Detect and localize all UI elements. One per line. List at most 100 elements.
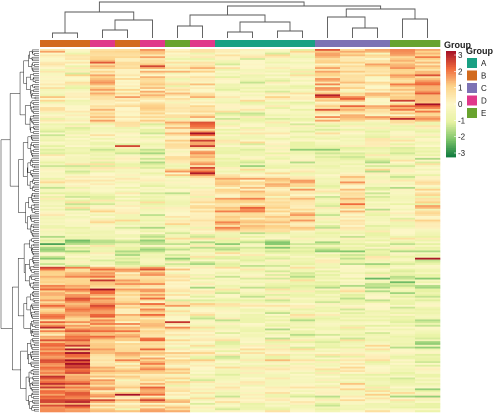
heatmap-cell bbox=[415, 363, 441, 366]
colorbar-step bbox=[446, 125, 456, 128]
heatmap-cell bbox=[40, 317, 66, 320]
heatmap-cell bbox=[115, 228, 141, 231]
heatmap-cell bbox=[215, 373, 241, 376]
heatmap-cell bbox=[315, 381, 341, 384]
heatmap-cell bbox=[190, 243, 216, 246]
heatmap-cell bbox=[165, 264, 191, 268]
heatmap-cell bbox=[240, 194, 266, 197]
heatmap-cell bbox=[190, 350, 216, 353]
heatmap-cell bbox=[240, 357, 266, 360]
heatmap-cell bbox=[215, 214, 241, 217]
row-dendrogram-branch bbox=[32, 392, 39, 395]
row-dendrogram-branch bbox=[31, 204, 35, 211]
heatmap-cell bbox=[340, 78, 366, 81]
heatmap-cell bbox=[240, 245, 266, 248]
heatmap-cell bbox=[140, 217, 166, 220]
heatmap-cell bbox=[40, 217, 66, 220]
heatmap-cell bbox=[40, 54, 66, 57]
heatmap-cell bbox=[115, 312, 141, 315]
heatmap-cell bbox=[90, 183, 116, 186]
heatmap-cell bbox=[390, 215, 416, 219]
dendrogram-branch bbox=[327, 16, 366, 38]
heatmap-cell bbox=[90, 123, 116, 126]
heatmap-cell bbox=[265, 101, 291, 104]
row-dendrogram-branch bbox=[33, 178, 39, 181]
heatmap-cell bbox=[390, 148, 416, 151]
heatmap-cell bbox=[315, 350, 341, 353]
heatmap-cell bbox=[140, 393, 166, 396]
heatmap-cell bbox=[240, 132, 266, 135]
heatmap-cell bbox=[240, 263, 266, 266]
heatmap-cell bbox=[190, 70, 216, 73]
heatmap-cell bbox=[40, 125, 66, 128]
heatmap-cell bbox=[140, 392, 166, 395]
heatmap-cell bbox=[340, 366, 366, 369]
heatmap-cell bbox=[315, 397, 341, 400]
heatmap-cell bbox=[165, 348, 191, 351]
heatmap-cell bbox=[365, 214, 391, 217]
heatmap-cell bbox=[340, 145, 366, 148]
heatmap-cell bbox=[365, 310, 391, 313]
row-dendrogram-branch bbox=[31, 223, 39, 228]
heatmap-cell bbox=[290, 241, 316, 244]
heatmap-cell bbox=[390, 205, 416, 208]
heatmap-cell bbox=[240, 366, 266, 369]
heatmap-cell bbox=[65, 274, 91, 277]
heatmap-cell bbox=[290, 277, 316, 280]
heatmap-cell bbox=[190, 139, 216, 142]
heatmap-cell bbox=[240, 72, 266, 75]
heatmap-cell bbox=[165, 315, 191, 318]
heatmap-cell bbox=[90, 192, 116, 195]
colorbar-step bbox=[446, 121, 456, 124]
heatmap-cell bbox=[165, 197, 191, 200]
heatmap-cell bbox=[190, 50, 216, 53]
heatmap-cell bbox=[290, 76, 316, 79]
row-dendrogram-branch bbox=[33, 102, 39, 105]
heatmap-cell bbox=[65, 87, 91, 90]
heatmap-cell bbox=[340, 101, 366, 104]
heatmap-cell bbox=[340, 210, 366, 213]
heatmap-cell bbox=[140, 125, 166, 128]
heatmap-cell bbox=[265, 105, 291, 108]
heatmap-cell bbox=[415, 88, 441, 92]
heatmap-cell bbox=[140, 221, 166, 224]
heatmap-cell bbox=[265, 348, 291, 351]
heatmap-cell bbox=[390, 270, 416, 273]
heatmap-cell bbox=[390, 110, 416, 113]
heatmap-cell bbox=[265, 306, 291, 309]
heatmap-cell bbox=[390, 159, 416, 162]
heatmap-cell bbox=[115, 147, 141, 150]
heatmap-cell bbox=[240, 88, 266, 92]
heatmap-cell bbox=[265, 377, 291, 380]
heatmap-cell bbox=[140, 121, 166, 124]
heatmap-cell bbox=[415, 152, 441, 155]
heatmap-cell bbox=[340, 406, 366, 409]
heatmap-cell bbox=[65, 255, 91, 259]
heatmap-cell bbox=[40, 70, 66, 73]
heatmap-cell bbox=[115, 241, 141, 244]
heatmap-cell bbox=[65, 81, 91, 84]
heatmap-cell bbox=[315, 49, 341, 52]
heatmap-cell bbox=[365, 355, 391, 358]
heatmap-cell bbox=[90, 390, 116, 393]
heatmap-cell bbox=[215, 263, 241, 266]
heatmap-cell bbox=[90, 341, 116, 344]
heatmap-cell bbox=[340, 105, 366, 108]
heatmap-cell bbox=[40, 304, 66, 308]
heatmap-cell bbox=[365, 176, 391, 179]
heatmap-cell bbox=[115, 274, 141, 277]
heatmap-cell bbox=[240, 241, 266, 244]
heatmap-cell bbox=[90, 217, 116, 220]
heatmap-cell bbox=[65, 399, 91, 402]
heatmap-cell bbox=[365, 297, 391, 300]
heatmap-cell bbox=[265, 49, 291, 52]
heatmap-cell bbox=[390, 70, 416, 73]
heatmap-cell bbox=[265, 250, 291, 253]
heatmap-cell bbox=[40, 335, 66, 338]
heatmap-cell bbox=[90, 386, 116, 389]
heatmap-cell bbox=[415, 252, 441, 255]
row-dendrogram-branch bbox=[26, 76, 31, 90]
heatmap-cell bbox=[90, 257, 116, 260]
heatmap-cell bbox=[390, 235, 416, 239]
